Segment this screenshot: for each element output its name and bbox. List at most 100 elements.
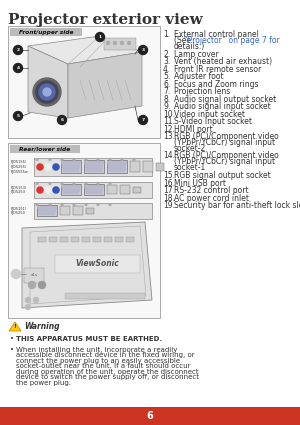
Polygon shape [68, 52, 142, 118]
Bar [107, 185, 117, 194]
Circle shape [14, 63, 22, 73]
Circle shape [33, 78, 61, 106]
Bar [120, 185, 130, 194]
Bar [8, 26, 160, 138]
Bar [133, 187, 141, 193]
Bar [82, 237, 90, 242]
Bar [0, 407, 300, 425]
Text: 2: 2 [16, 48, 20, 52]
Circle shape [35, 158, 38, 161]
Text: Adjuster foot: Adjuster foot [174, 72, 224, 81]
Circle shape [139, 116, 148, 125]
Text: Front IR remote sensor: Front IR remote sensor [174, 65, 261, 74]
Bar [61, 184, 81, 195]
Circle shape [73, 158, 76, 161]
Text: 5: 5 [16, 114, 20, 118]
Text: AC power cord inlet: AC power cord inlet [174, 193, 249, 202]
Bar [65, 293, 145, 299]
Bar [126, 237, 134, 242]
Bar [156, 163, 164, 171]
Bar [60, 237, 68, 242]
Text: 19.: 19. [163, 201, 175, 210]
Bar [143, 161, 153, 172]
Circle shape [52, 187, 59, 193]
Bar [107, 160, 127, 173]
Circle shape [58, 116, 67, 125]
Text: details.): details.) [174, 42, 205, 51]
Text: 7.: 7. [163, 87, 170, 96]
Bar [84, 160, 104, 173]
Circle shape [11, 269, 21, 279]
Polygon shape [9, 322, 21, 331]
Bar [10, 145, 80, 153]
Text: socket-outlet near the unit. If a fault should occur: socket-outlet near the unit. If a fault … [16, 363, 190, 369]
Circle shape [97, 182, 100, 185]
Text: Projection lens: Projection lens [174, 87, 230, 96]
Text: Audio signal input socket: Audio signal input socket [174, 102, 271, 111]
Text: 1: 1 [98, 35, 102, 39]
Text: Rear/lower side: Rear/lower side [20, 147, 70, 151]
Text: 1.: 1. [163, 30, 170, 39]
Text: 4: 4 [16, 66, 20, 70]
Circle shape [44, 187, 52, 193]
Circle shape [120, 41, 124, 45]
Polygon shape [61, 161, 81, 172]
Circle shape [73, 182, 76, 185]
Text: socket-1: socket-1 [174, 164, 206, 173]
Circle shape [85, 182, 88, 185]
Text: 7: 7 [142, 118, 145, 122]
Text: RS-232 control port: RS-232 control port [174, 186, 249, 195]
Text: during operation of the unit, operate the disconnect: during operation of the unit, operate th… [16, 369, 199, 375]
Text: Security bar for anti-theft lock slot: Security bar for anti-theft lock slot [174, 201, 300, 210]
Text: RGB signal output socket: RGB signal output socket [174, 171, 271, 180]
Text: connect the power plug to an easily accessible: connect the power plug to an easily acce… [16, 358, 180, 364]
Text: the power plug.: the power plug. [16, 380, 71, 386]
Bar [60, 206, 70, 215]
Bar [104, 237, 112, 242]
Circle shape [25, 304, 31, 310]
Text: 12.: 12. [163, 125, 175, 133]
Text: Focus and Zoom rings: Focus and Zoom rings [174, 79, 259, 88]
Circle shape [38, 281, 46, 289]
Text: (See: (See [174, 36, 194, 45]
Text: 9.: 9. [163, 102, 170, 111]
Text: 6.: 6. [163, 79, 170, 88]
Bar [8, 143, 160, 318]
Circle shape [139, 45, 148, 54]
Text: External control panel: External control panel [174, 30, 259, 39]
Circle shape [109, 203, 112, 206]
Bar [71, 237, 79, 242]
Circle shape [61, 182, 64, 185]
Circle shape [106, 41, 110, 45]
Circle shape [109, 182, 112, 185]
Text: 16.: 16. [163, 178, 175, 187]
Text: 8.: 8. [163, 94, 170, 104]
Text: 2.: 2. [163, 49, 170, 59]
Circle shape [33, 297, 39, 303]
Circle shape [52, 164, 59, 170]
Text: THIS APPARATUS MUST BE EARTHED.: THIS APPARATUS MUST BE EARTHED. [16, 336, 162, 342]
Bar [38, 237, 46, 242]
Text: a1s: a1s [30, 274, 38, 278]
Text: 4.: 4. [163, 65, 170, 74]
Text: Warning: Warning [24, 322, 60, 331]
Text: 18.: 18. [163, 193, 175, 202]
Text: “Projector” on page 7 for: “Projector” on page 7 for [184, 36, 280, 45]
Bar [93, 237, 101, 242]
Polygon shape [84, 185, 104, 194]
Circle shape [49, 158, 52, 161]
Bar [61, 160, 81, 173]
Polygon shape [61, 185, 81, 194]
Bar [86, 208, 94, 214]
Text: 13.: 13. [163, 132, 175, 141]
Circle shape [36, 81, 58, 103]
Bar [34, 203, 152, 219]
Polygon shape [22, 222, 152, 308]
Text: When installing the unit, incorporate a readily: When installing the unit, incorporate a … [16, 347, 177, 353]
Text: 11.: 11. [163, 117, 175, 126]
Bar [130, 161, 140, 172]
Text: 15.: 15. [163, 171, 175, 180]
Bar [37, 205, 57, 216]
Text: 3: 3 [142, 48, 145, 52]
Text: device to switch the power supply off, or disconnect: device to switch the power supply off, o… [16, 374, 199, 380]
